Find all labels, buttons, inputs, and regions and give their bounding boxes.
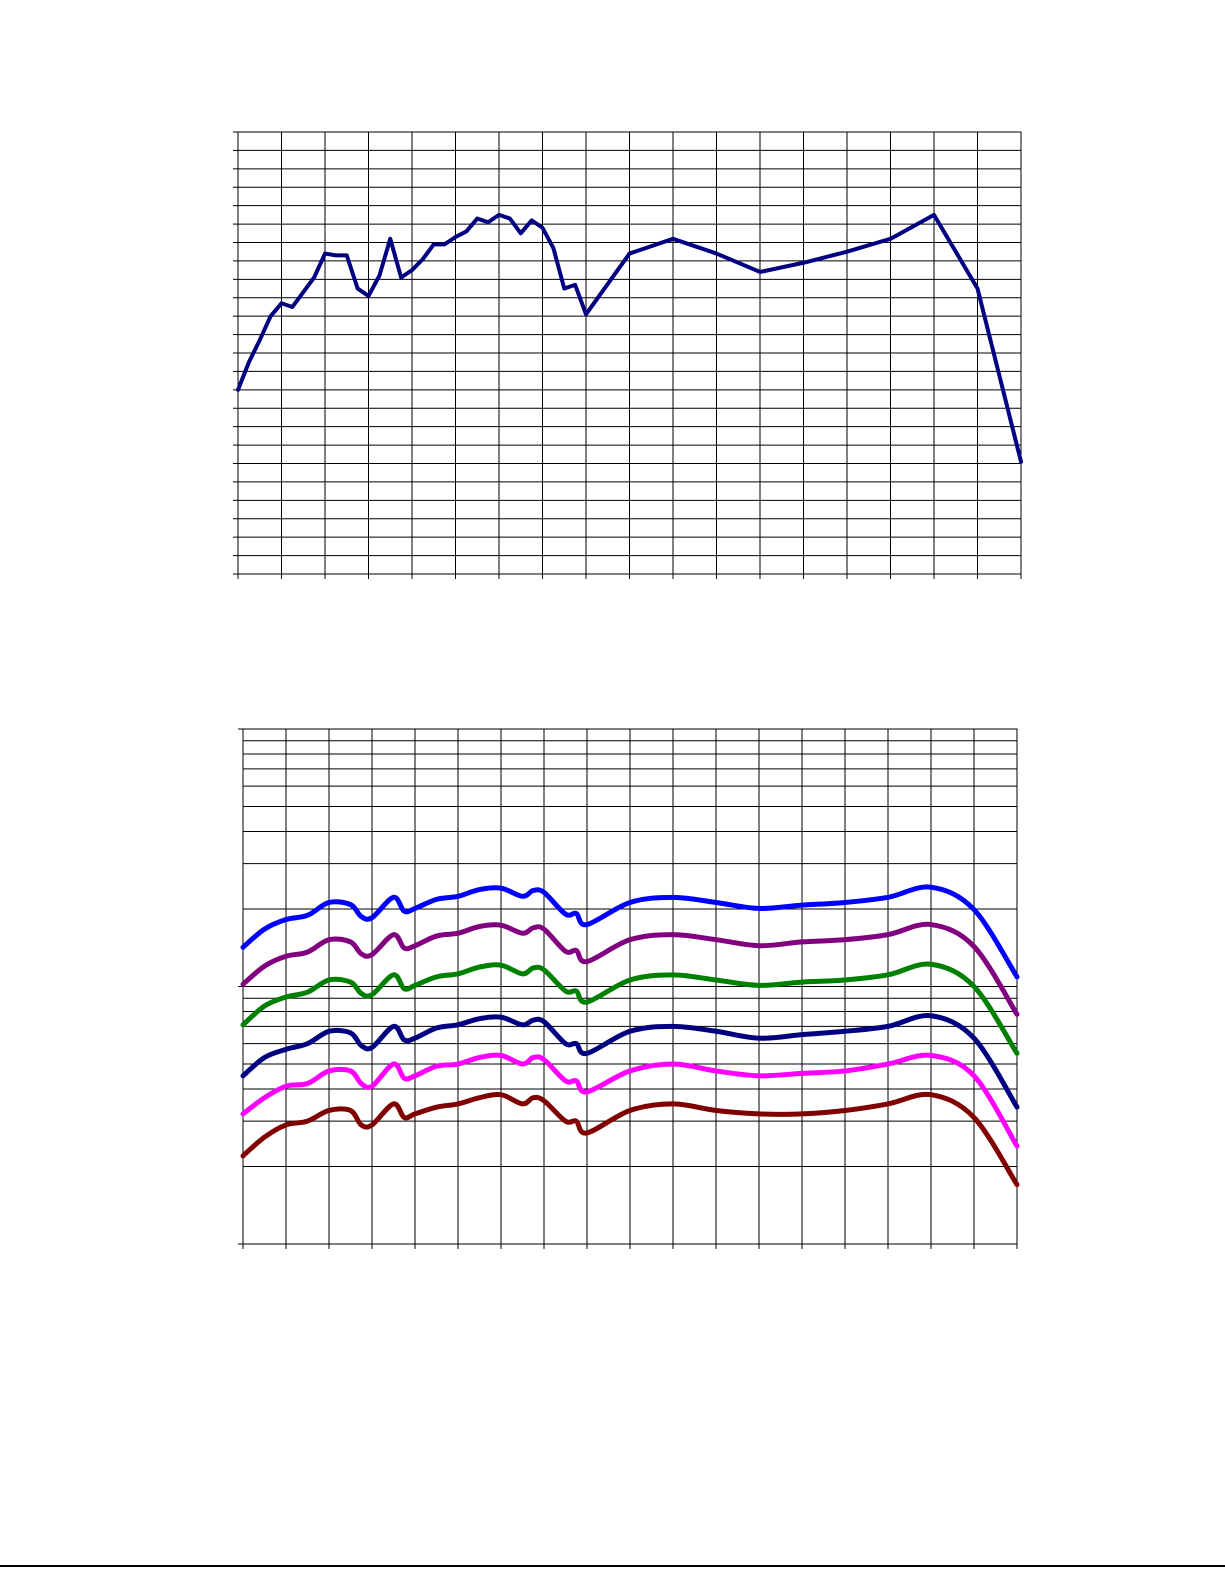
series-line — [240, 1013, 1020, 1110]
series-line — [236, 212, 1023, 464]
series-line — [240, 1091, 1020, 1188]
series-line — [240, 961, 1020, 1056]
series-line — [240, 884, 1020, 980]
plot-frame — [237, 131, 1022, 575]
series-line — [240, 921, 1020, 1017]
series-line — [240, 1052, 1020, 1149]
